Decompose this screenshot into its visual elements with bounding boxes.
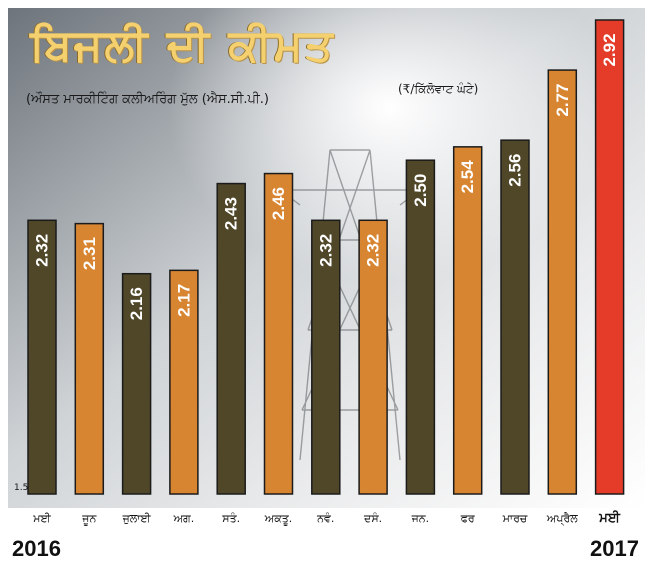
value-label-8: 2.50 (411, 174, 430, 207)
bar-11 (547, 69, 578, 495)
category-label-0: ਮਈ (32, 512, 51, 525)
bar-2 (121, 272, 152, 495)
value-labels-group: 2.32 2.31 2.16 2.17 2.43 2.46 2.32 2.32 2.50 2.54… (33, 33, 620, 320)
category-label-2: ਜੁਲਾਈ (122, 512, 152, 525)
category-label-1: ਜੂਨ (81, 512, 97, 525)
value-label-9: 2.54 (458, 160, 477, 194)
category-label-11: ਅਪ੍ਰੈਲ (546, 512, 578, 525)
bar-0 (27, 219, 57, 495)
category-label-6: ਨਵੰ. (316, 512, 334, 525)
value-label-2: 2.16 (127, 287, 146, 320)
bar-1 (74, 222, 105, 495)
bar-9 (452, 146, 483, 495)
chart-title: ਬਿਜਲੀ ਦੀ ਕੀਮਤ (30, 20, 335, 71)
category-label-9: ਫਰ (460, 512, 475, 525)
bar-12 (594, 19, 625, 495)
year-start: 2016 (12, 536, 61, 561)
bar-5 (263, 172, 294, 495)
value-label-5: 2.46 (269, 187, 288, 220)
category-label-7: ਦਸੰ. (363, 512, 382, 525)
year-end: 2017 (590, 536, 639, 561)
value-label-1: 2.31 (80, 237, 99, 270)
category-labels-group: ਮਈ ਜੂਨ ਜੁਲਾਈ ਅਗ. ਸਤੰ. ਅਕਤੂ. ਨਵੰ. ਦਸੰ. ਜਨ. ਫਰ ਮਾਰਚ ਅ… (32, 510, 621, 526)
y-tick-label: 1.5 (14, 483, 28, 493)
bar-8 (405, 159, 436, 495)
bar-6 (311, 219, 341, 495)
value-label-4: 2.43 (222, 197, 241, 230)
category-label-10: ਮਾਰਚ (502, 512, 528, 525)
value-label-7: 2.32 (364, 234, 383, 267)
bar-10 (500, 139, 530, 495)
chart-unit: (₹/ਕਿੱਲੋਵਾਟ ਘੰਟੇ) (398, 82, 479, 96)
category-label-4: ਸਤੰ. (221, 512, 240, 525)
category-label-8: ਜਨ. (411, 512, 430, 525)
category-label-5: ਅਕਤੂ. (264, 512, 293, 525)
bar-7 (358, 219, 388, 495)
bars-group (27, 19, 625, 495)
value-label-12: 2.92 (600, 33, 619, 66)
bar-4 (216, 182, 246, 495)
value-label-10: 2.56 (506, 154, 525, 187)
category-label-12: ਮਈ (598, 510, 621, 526)
value-label-0: 2.32 (33, 234, 52, 267)
value-label-6: 2.32 (316, 234, 335, 267)
value-label-11: 2.77 (553, 84, 572, 117)
category-label-3: ਅਗ. (173, 512, 195, 525)
chart-subtitle: (ਔਸਤ ਮਾਰਕੀਟਿੰਗ ਕਲੀਅਰਿੰਗ ਮੁੱਲ (ਐਸ.ਸੀ.ਪੀ.) (26, 92, 270, 107)
bar-3 (169, 269, 199, 495)
value-label-3: 2.17 (174, 284, 193, 317)
